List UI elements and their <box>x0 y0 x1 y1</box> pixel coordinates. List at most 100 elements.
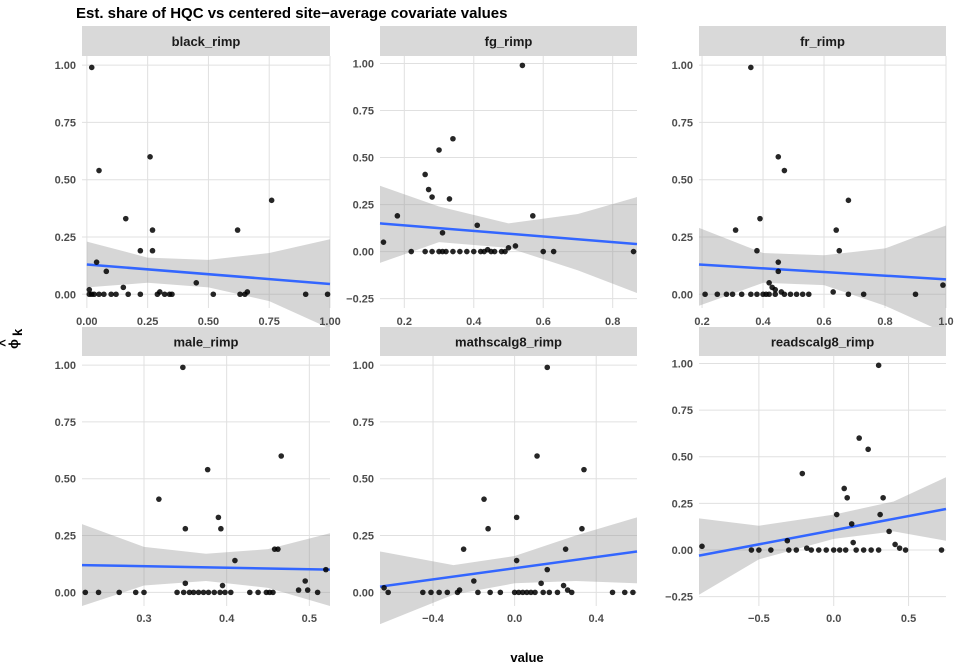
point-black_rimp-2 <box>147 154 153 160</box>
panel-male_rimp: male_rimp 0.00 0.25 0.50 0.75 1.00 0.3 0.4 0.5 <box>55 327 331 625</box>
strip-fr_rimp <box>699 26 946 56</box>
point-male_rimp-22 <box>180 589 187 596</box>
point-readscalg8_rimp-16 <box>896 545 903 551</box>
point-black_rimp-20 <box>101 291 107 298</box>
point-fr_rimp-10 <box>775 268 782 275</box>
point-readscalg8_rimp-22 <box>808 547 815 553</box>
y-tick-label-readscalg8_rimp-3: 0.50 <box>672 452 693 464</box>
x-tick-label-black_rimp-1: 0.25 <box>137 316 158 328</box>
point-readscalg8_rimp-11 <box>784 537 791 544</box>
point-male_rimp-37 <box>314 589 321 596</box>
point-readscalg8_rimp-0 <box>875 362 882 369</box>
y-tick-label-fg_rimp-1: 0.00 <box>353 247 374 259</box>
point-fr_rimp-7 <box>754 247 760 254</box>
point-mathscalg8_rimp-3 <box>481 496 487 502</box>
y-tick-label-mathscalg8_rimp-2: 0.50 <box>353 474 374 486</box>
y-tick-label-mathscalg8_rimp-3: 0.75 <box>353 417 374 429</box>
point-male_rimp-27 <box>205 589 212 596</box>
point-readscalg8_rimp-21 <box>793 547 800 553</box>
strip-label-male_rimp: male_rimp <box>173 335 238 350</box>
point-mathscalg8_rimp-22 <box>454 589 461 596</box>
point-male_rimp-4 <box>215 514 222 521</box>
point-male_rimp-20 <box>141 589 147 596</box>
point-fg_rimp-11 <box>380 239 387 245</box>
point-black_rimp-5 <box>149 227 156 233</box>
point-male_rimp-10 <box>323 566 329 573</box>
x-tick-label-fg_rimp-2: 0.6 <box>536 316 551 328</box>
point-fg_rimp-28 <box>491 248 498 255</box>
y-tick-label-black_rimp-0: 0.00 <box>55 289 76 301</box>
point-fg_rimp-1 <box>450 135 456 142</box>
point-mathscalg8_rimp-34 <box>554 589 561 596</box>
x-tick-label-readscalg8_rimp-2: 0.5 <box>901 613 916 625</box>
y-tick-label-fr_rimp-2: 0.50 <box>672 175 693 187</box>
point-fr_rimp-33 <box>845 291 852 298</box>
point-mathscalg8_rimp-29 <box>524 589 530 596</box>
y-tick-label-mathscalg8_rimp-4: 1.00 <box>353 360 374 372</box>
point-male_rimp-6 <box>182 525 189 532</box>
y-tick-label-fg_rimp-5: 1.00 <box>353 59 374 71</box>
point-male_rimp-3 <box>156 496 162 502</box>
point-fr_rimp-0 <box>748 64 754 71</box>
y-tick-label-mathscalg8_rimp-1: 0.25 <box>353 531 374 543</box>
x-tick-label-black_rimp-3: 0.75 <box>259 316 280 328</box>
point-mathscalg8_rimp-36 <box>609 589 616 596</box>
point-mathscalg8_rimp-24 <box>487 589 493 596</box>
point-readscalg8_rimp-24 <box>823 547 830 553</box>
y-tick-label-fr_rimp-4: 1.00 <box>672 60 693 72</box>
point-black_rimp-9 <box>103 268 110 275</box>
point-fr_rimp-20 <box>729 291 736 298</box>
point-readscalg8_rimp-4 <box>841 485 848 492</box>
point-mathscalg8_rimp-33 <box>546 589 553 596</box>
confidence-band-mathscalg8_rimp <box>380 517 637 625</box>
point-mathscalg8_rimp-9 <box>513 557 520 564</box>
point-male_rimp-11 <box>182 580 189 587</box>
point-fr_rimp-26 <box>766 291 772 298</box>
point-fr_rimp-23 <box>754 291 760 298</box>
point-readscalg8_rimp-3 <box>799 470 806 477</box>
y-tick-label-black_rimp-4: 1.00 <box>55 60 76 72</box>
y-tick-label-black_rimp-2: 0.50 <box>55 175 76 187</box>
point-readscalg8_rimp-29 <box>860 547 867 553</box>
y-tick-label-male_rimp-3: 0.75 <box>55 417 76 429</box>
point-black_rimp-28 <box>169 291 175 298</box>
point-black_rimp-31 <box>242 291 248 298</box>
point-fg_rimp-3 <box>422 171 428 178</box>
point-male_rimp-8 <box>275 546 281 552</box>
point-readscalg8_rimp-12 <box>850 539 856 546</box>
point-black_rimp-13 <box>120 284 127 291</box>
point-mathscalg8_rimp-7 <box>460 546 467 552</box>
point-black_rimp-25 <box>154 291 161 298</box>
point-black_rimp-10 <box>93 259 100 265</box>
point-readscalg8_rimp-10 <box>886 528 892 535</box>
point-mathscalg8_rimp-6 <box>485 525 491 532</box>
point-readscalg8_rimp-19 <box>768 547 774 553</box>
point-male_rimp-29 <box>217 589 223 596</box>
confidence-band-male_rimp <box>82 524 330 606</box>
point-fr_rimp-4 <box>757 215 763 222</box>
point-mathscalg8_rimp-4 <box>513 514 520 521</box>
point-black_rimp-24 <box>137 291 144 298</box>
strip-readscalg8_rimp <box>699 327 946 356</box>
point-fg_rimp-15 <box>408 248 415 255</box>
strip-label-readscalg8_rimp: readscalg8_rimp <box>771 335 874 350</box>
y-tick-label-black_rimp-3: 0.75 <box>55 117 76 129</box>
point-black_rimp-18 <box>91 291 97 298</box>
point-readscalg8_rimp-9 <box>848 521 855 527</box>
y-tick-label-black_rimp-1: 0.25 <box>55 232 76 244</box>
point-fg_rimp-24 <box>470 248 477 255</box>
point-mathscalg8_rimp-31 <box>532 589 538 596</box>
point-fr_rimp-13 <box>772 286 779 293</box>
y-axis-label-subscript: k <box>10 328 25 336</box>
point-male_rimp-9 <box>232 557 238 564</box>
point-black_rimp-4 <box>122 215 129 222</box>
y-tick-label-fg_rimp-4: 0.75 <box>353 106 374 118</box>
point-male_rimp-31 <box>228 589 234 596</box>
point-male_rimp-17 <box>95 589 102 596</box>
y-tick-label-fg_rimp-0: −0.25 <box>346 294 374 306</box>
point-fr_rimp-17 <box>702 291 708 298</box>
point-mathscalg8_rimp-19 <box>428 589 434 596</box>
point-mathscalg8_rimp-16 <box>564 587 571 593</box>
point-black_rimp-26 <box>161 291 168 298</box>
point-mathscalg8_rimp-28 <box>519 589 526 596</box>
